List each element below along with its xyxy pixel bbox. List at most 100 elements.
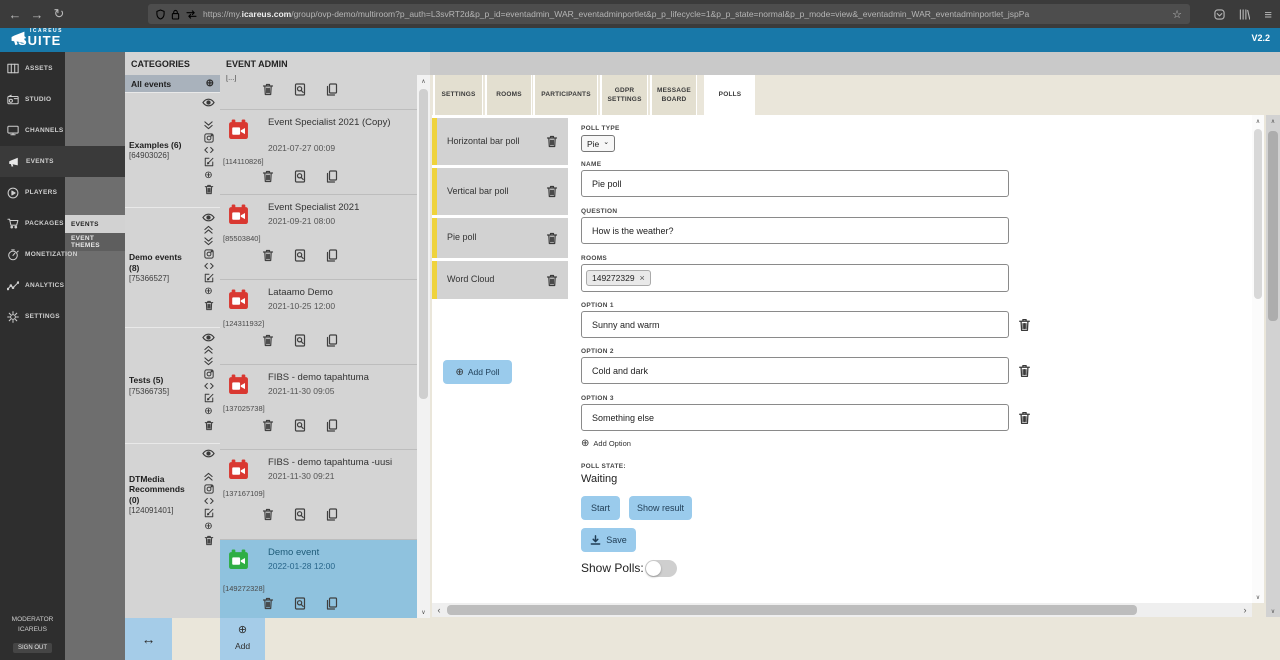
browser-back-icon[interactable]: ← (8, 6, 22, 22)
submenu-item-event-themes[interactable]: EVENT THEMES (65, 233, 125, 251)
delete-trash-icon[interactable] (546, 135, 558, 148)
copy-icon[interactable] (326, 83, 338, 96)
scroll-up-icon[interactable]: ∧ (1270, 118, 1276, 125)
event-list-item[interactable]: Event Specialist 2021 2021-09-21 08:00 [… (220, 195, 417, 280)
collapse-panel-button[interactable]: ↔ (125, 618, 172, 660)
add-subcategory-icon[interactable]: ⊕ (204, 170, 213, 181)
event-list-item-selected[interactable]: Demo event 2022-01-28 12:00 [149272328] (220, 540, 417, 618)
delete-trash-icon[interactable] (546, 185, 558, 198)
category-all-events[interactable]: All events ⊕ (125, 75, 220, 92)
delete-trash-icon[interactable] (262, 597, 274, 610)
preview-icon[interactable] (294, 249, 306, 262)
media-image-icon[interactable] (203, 133, 214, 143)
add-event-button[interactable]: ⊕ Add (220, 618, 265, 660)
add-subcategory-icon[interactable]: ⊕ (204, 286, 213, 297)
delete-trash-icon[interactable] (262, 419, 274, 432)
scroll-down-icon[interactable]: ∨ (1270, 608, 1276, 615)
move-up-icon[interactable] (204, 472, 213, 481)
sidebar-item-monetization[interactable]: MONETIZATION (0, 239, 77, 270)
sidebar-item-studio[interactable]: STUDIO (0, 84, 65, 115)
show-result-button[interactable]: Show result (629, 496, 692, 520)
sidebar-item-players[interactable]: PLAYERS (0, 177, 65, 208)
preview-icon[interactable] (294, 170, 306, 183)
poll-type-select[interactable]: Pie ⌄ (581, 135, 616, 152)
add-option-button[interactable]: ⊕ Add Option (581, 438, 631, 449)
option-1-field[interactable] (581, 311, 1009, 338)
copy-icon[interactable] (326, 334, 338, 347)
question-field[interactable] (581, 217, 1009, 244)
show-polls-toggle[interactable] (645, 560, 677, 577)
start-button[interactable]: Start (581, 496, 620, 520)
tab-participants[interactable]: PARTICIPANTS (533, 75, 598, 115)
pocket-icon[interactable] (1214, 8, 1226, 20)
copy-icon[interactable] (326, 597, 338, 610)
sidebar-item-events[interactable]: EVENTS (0, 146, 65, 177)
copy-icon[interactable] (326, 508, 338, 521)
move-down-icon[interactable] (204, 237, 213, 246)
event-list-scrollbar[interactable]: ∧ ∨ (417, 75, 430, 618)
scroll-left-icon[interactable]: ‹ (437, 605, 441, 615)
delete-trash-icon[interactable] (204, 420, 214, 431)
visibility-eye-icon[interactable] (202, 98, 215, 107)
preview-icon[interactable] (294, 83, 306, 96)
tab-polls[interactable]: POLLS (704, 75, 755, 115)
submenu-item-events[interactable]: EVENTS (65, 215, 125, 233)
add-category-icon[interactable]: ⊕ (205, 78, 214, 89)
poll-list-item-pie[interactable]: Pie poll (432, 218, 568, 258)
poll-list-item-vertical-bar[interactable]: Vertical bar poll (432, 168, 568, 215)
delete-trash-icon[interactable] (262, 508, 274, 521)
page-scrollbar[interactable]: ∧ ∨ (1266, 115, 1280, 617)
category-demo-events[interactable]: Demo events (8) [75366527] ⊕ (125, 207, 220, 327)
media-image-icon[interactable] (203, 369, 214, 379)
address-bar[interactable]: https://my.icareus.com/group/ovp-demo/mu… (148, 4, 1190, 24)
delete-option-icon[interactable] (1018, 318, 1031, 332)
event-list-item[interactable]: Event Specialist 2021 (Copy) 2021-07-27 … (220, 110, 417, 195)
poll-list-item-word-cloud[interactable]: Word Cloud (432, 261, 568, 299)
event-list-item[interactable]: FIBS - demo tapahtuma 2021-11-30 09:05 [… (220, 365, 417, 450)
add-subcategory-icon[interactable]: ⊕ (204, 521, 213, 532)
edit-icon[interactable] (204, 273, 214, 283)
scrollbar-thumb[interactable] (419, 89, 428, 399)
event-list-item[interactable]: FIBS - demo tapahtuma -uusi 2021-11-30 0… (220, 450, 417, 540)
scrollbar-thumb[interactable] (1268, 131, 1278, 321)
menu-icon[interactable]: ≡ (1264, 6, 1272, 22)
save-button[interactable]: Save (581, 528, 636, 552)
name-field[interactable] (581, 170, 1009, 197)
preview-icon[interactable] (294, 419, 306, 432)
category-examples[interactable]: Examples (6) [64903026] ⊕ (125, 92, 220, 207)
sidebar-item-settings[interactable]: SETTINGS (0, 301, 65, 332)
copy-icon[interactable] (326, 419, 338, 432)
edit-icon[interactable] (204, 393, 214, 403)
delete-trash-icon[interactable] (262, 170, 274, 183)
delete-trash-icon[interactable] (262, 334, 274, 347)
delete-trash-icon[interactable] (546, 232, 558, 245)
tab-message-board[interactable]: MESSAGE BOARD (650, 75, 697, 115)
delete-trash-icon[interactable] (546, 274, 558, 287)
move-up-icon[interactable] (204, 225, 213, 234)
sidebar-item-channels[interactable]: CHANNELS (0, 115, 65, 146)
option-3-field[interactable] (581, 404, 1009, 431)
event-list-item[interactable]: Lataamo Demo 2021-10-25 12:00 [124311932… (220, 280, 417, 365)
scroll-up-icon[interactable]: ∧ (421, 78, 426, 85)
scrollbar-thumb[interactable] (447, 605, 1137, 615)
delete-trash-icon[interactable] (262, 83, 274, 96)
embed-code-icon[interactable] (203, 497, 214, 505)
scroll-up-icon[interactable]: ∧ (1255, 118, 1261, 125)
embed-code-icon[interactable] (203, 146, 214, 154)
form-scrollbar[interactable]: ∧ ∨ (1252, 115, 1264, 603)
copy-icon[interactable] (326, 170, 338, 183)
sidebar-item-packages[interactable]: PACKAGES (0, 208, 65, 239)
preview-icon[interactable] (294, 597, 306, 610)
move-down-icon[interactable] (204, 121, 213, 130)
horizontal-scrollbar[interactable]: ‹ › (432, 603, 1252, 617)
delete-option-icon[interactable] (1018, 411, 1031, 425)
delete-trash-icon[interactable] (204, 300, 214, 311)
event-list-item-clipped[interactable]: [...] (220, 75, 417, 110)
option-2-field[interactable] (581, 357, 1009, 384)
edit-icon[interactable] (204, 157, 214, 167)
rooms-field[interactable]: 149272329 × (581, 264, 1009, 292)
delete-option-icon[interactable] (1018, 364, 1031, 378)
tab-rooms[interactable]: ROOMS (485, 75, 532, 115)
sidebar-item-analytics[interactable]: ANALYTICS (0, 270, 65, 301)
tab-gdpr-settings[interactable]: GDPR SETTINGS (600, 75, 648, 115)
